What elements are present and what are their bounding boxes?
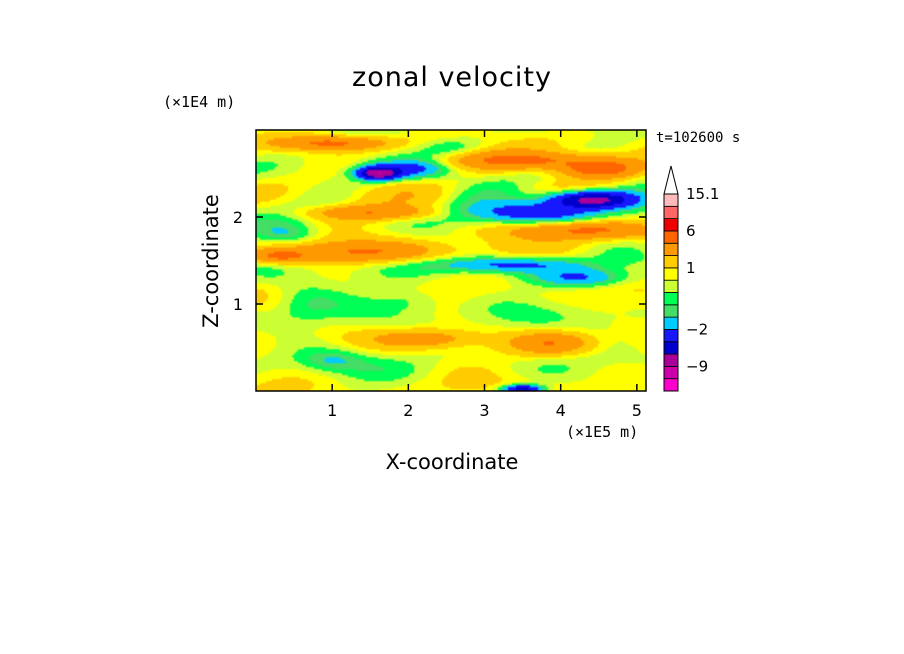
x-axis-label: X-coordinate <box>386 450 519 474</box>
colorbar-segment <box>663 316 679 330</box>
x-axis-ticks: 1 2 3 4 5 <box>327 130 642 420</box>
colorbar-segment <box>663 378 679 392</box>
x-tick-label: 5 <box>632 401 642 420</box>
colorbar-segment <box>663 218 679 232</box>
colorbar-tick-label: 15.1 <box>686 185 719 203</box>
y-axis-label: Z-coordinate <box>199 194 223 328</box>
colorbar-segment <box>663 304 679 318</box>
colorbar-tick-label: 6 <box>686 222 696 240</box>
x-tick-label: 3 <box>479 401 489 420</box>
colorbar-frame <box>663 193 679 392</box>
colorbar-segment <box>663 267 679 281</box>
colorbar-segment <box>663 353 679 367</box>
time-label: t=102600 s <box>656 130 740 146</box>
colorbar-segment <box>663 329 679 343</box>
colorbar: −9 −2 1 6 15.1 <box>663 165 719 392</box>
y-tick-label: 2 <box>233 208 243 227</box>
y-scale-label: (×1E4 m) <box>163 93 235 111</box>
colorbar-extend-triangle <box>663 165 679 195</box>
x-scale-label: (×1E5 m) <box>566 423 638 441</box>
colorbar-tick-label: −9 <box>686 357 708 375</box>
y-tick-label: 1 <box>233 295 243 314</box>
colorbar-segment <box>663 193 679 207</box>
colorbar-segment <box>663 279 679 293</box>
colorbar-tick-label: 1 <box>686 259 696 277</box>
colorbar-tick-label: −2 <box>686 320 708 338</box>
x-tick-label: 1 <box>327 401 337 420</box>
y-axis-ticks: 12 <box>233 208 646 314</box>
colorbar-segment <box>663 230 679 244</box>
chart-title: zonal velocity <box>352 62 552 93</box>
colorbar-segment <box>663 255 679 269</box>
colorbar-segment <box>663 205 679 220</box>
colorbar-segment <box>663 292 679 306</box>
x-tick-label: 4 <box>556 401 566 420</box>
colorbar-segment <box>663 365 679 380</box>
plot-frame <box>255 129 647 392</box>
x-tick-label: 2 <box>403 401 413 420</box>
colorbar-segment <box>663 341 679 355</box>
colorbar-segment <box>663 242 679 256</box>
contour-field <box>256 130 646 391</box>
